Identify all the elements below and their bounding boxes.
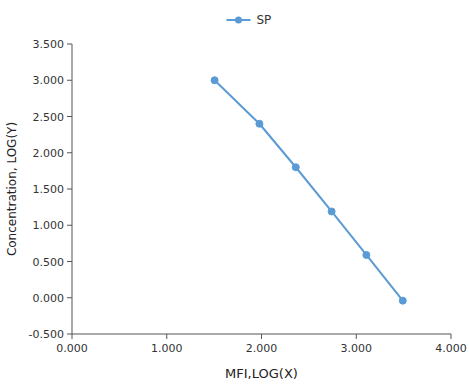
y-tick — [67, 80, 72, 81]
x-axis-label: MFI,LOG(X) — [225, 366, 298, 381]
chart: 0.0001.0002.0003.0004.000-0.5000.0000.50… — [0, 0, 469, 392]
y-tick — [67, 116, 72, 117]
x-tick — [166, 334, 167, 339]
y-tick-label: 0.500 — [33, 256, 65, 269]
data-point — [211, 77, 218, 84]
data-point — [292, 164, 299, 171]
x-tick-label: 2.000 — [246, 342, 278, 355]
y-tick-label: 1.000 — [33, 219, 65, 232]
legend-label: SP — [257, 13, 272, 27]
x-tick-label: 0.000 — [56, 342, 88, 355]
plot-area — [211, 77, 406, 304]
y-tick — [67, 152, 72, 153]
data-point — [363, 251, 370, 258]
x-tick-label: 1.000 — [151, 342, 183, 355]
y-tick-label: 1.500 — [33, 183, 65, 196]
y-tick — [67, 334, 72, 335]
y-tick-label: 0.000 — [33, 292, 65, 305]
legend: SP — [227, 13, 272, 27]
data-point — [399, 297, 406, 304]
y-tick-label: -0.500 — [29, 328, 64, 341]
legend-marker — [235, 17, 242, 24]
y-tick — [67, 44, 72, 45]
x-tick — [72, 334, 73, 339]
data-point — [256, 120, 263, 127]
background — [0, 0, 469, 392]
axes: 0.0001.0002.0003.0004.000-0.5000.0000.50… — [29, 38, 467, 355]
x-tick — [261, 334, 262, 339]
y-tick-label: 3.500 — [33, 38, 65, 51]
y-tick-label: 2.500 — [33, 111, 65, 124]
data-point — [328, 208, 335, 215]
x-tick-label: 3.000 — [341, 342, 373, 355]
y-tick — [67, 189, 72, 190]
y-tick — [67, 225, 72, 226]
y-tick — [67, 297, 72, 298]
y-tick-label: 3.000 — [33, 74, 65, 87]
x-tick — [356, 334, 357, 339]
y-tick — [67, 261, 72, 262]
x-tick-label: 4.000 — [435, 342, 467, 355]
series-line — [215, 80, 403, 300]
x-tick — [451, 334, 452, 339]
y-axis-label: Concentration, LOG(Y) — [5, 122, 19, 256]
y-tick-label: 2.000 — [33, 147, 65, 160]
